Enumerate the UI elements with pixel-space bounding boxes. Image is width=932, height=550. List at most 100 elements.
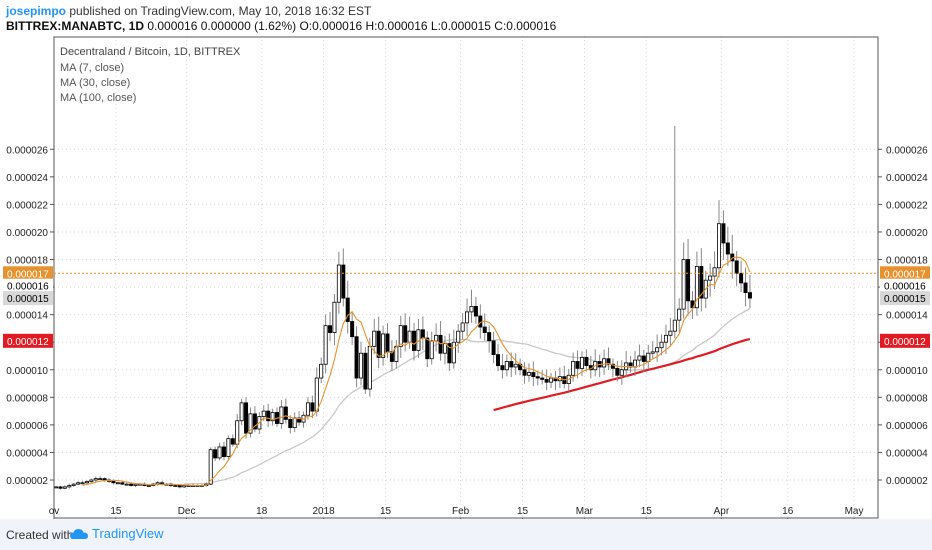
candle-up xyxy=(182,485,187,488)
candle-down xyxy=(297,417,302,423)
y-tick-label-right: 0.000020 xyxy=(886,228,928,239)
y-tick-label-right: 0.000018 xyxy=(886,256,928,267)
candle-down xyxy=(641,355,646,362)
candle-down xyxy=(491,340,496,356)
ma7-line-layer xyxy=(82,256,751,487)
candle-down xyxy=(345,297,350,322)
candle-up xyxy=(663,334,668,343)
candle-down xyxy=(615,367,620,376)
candles-layer xyxy=(54,125,752,490)
candle-down xyxy=(328,325,333,333)
candle-down xyxy=(341,264,346,299)
ohlc-values: 0.000016 0.000000 (1.62%) O:0.000016 H:0… xyxy=(147,19,557,33)
candle-up xyxy=(270,412,275,422)
price-badge-label: 0.000017 xyxy=(884,269,926,280)
publish-line: josepimpo published on TradingView.com, … xyxy=(6,4,371,18)
candle-down xyxy=(473,305,478,317)
candle-down xyxy=(686,259,691,302)
header-bar: josepimpo published on TradingView.com, … xyxy=(0,0,932,36)
candle-up xyxy=(279,406,284,424)
price-badge-right xyxy=(880,291,930,306)
x-tick-label: Apr xyxy=(714,506,730,517)
tradingview-cloud-icon xyxy=(70,528,88,539)
x-tick-label: 15 xyxy=(380,506,392,517)
price-badge-left xyxy=(3,333,53,348)
legend-ma100: MA (100, close) xyxy=(60,92,136,104)
candle-down xyxy=(129,483,134,486)
y-tick-label-left: 0.000024 xyxy=(6,173,48,184)
price-badge-right xyxy=(880,266,930,281)
x-tick-label: Mar xyxy=(576,506,594,517)
candle-up xyxy=(261,410,266,418)
price-badge-label: 0.000016 xyxy=(884,282,926,293)
legend-ma7: MA (7, close) xyxy=(60,62,124,74)
candle-up xyxy=(146,485,151,487)
candle-down xyxy=(310,402,315,412)
candle-up xyxy=(314,377,319,412)
candle-up xyxy=(681,259,686,310)
x-tick-label: 15 xyxy=(517,506,529,517)
x-tick-label: Feb xyxy=(452,506,470,517)
candle-down xyxy=(610,363,615,369)
candle-up xyxy=(239,402,244,422)
candle-down xyxy=(575,361,580,369)
candle-down xyxy=(221,446,226,457)
candle-down xyxy=(725,242,730,255)
y-tick-label-left: 0.000010 xyxy=(6,366,48,377)
candle-up xyxy=(323,325,328,365)
x-tick-label: Dec xyxy=(178,506,196,517)
y-tick-label-left: 0.000022 xyxy=(6,200,48,211)
candle-up xyxy=(358,352,363,379)
candle-down xyxy=(288,418,293,429)
price-badge-label: 0.000017 xyxy=(7,269,49,280)
candle-up xyxy=(115,482,120,485)
candle-down xyxy=(425,337,430,360)
candle-down xyxy=(385,333,390,353)
legend-ma30: MA (30, close) xyxy=(60,77,130,89)
candle-down xyxy=(58,486,63,489)
y-tick-label-right: 0.000004 xyxy=(886,448,928,459)
username-link[interactable]: josepimpo xyxy=(6,4,67,18)
symbol-line: BITTREX:MANABTC, 1D 0.000016 0.000000 (1… xyxy=(6,19,556,33)
chart-axes: 0.000002 0.000002 0.000004 0.000004 0.000006… xyxy=(6,36,928,519)
y-tick-label-left: 0.000002 xyxy=(6,476,48,487)
candle-up xyxy=(717,223,722,269)
y-tick-label-right: 0.000010 xyxy=(886,366,928,377)
candle-down xyxy=(283,406,288,420)
price-badge-right xyxy=(880,278,930,293)
candle-down xyxy=(230,438,235,445)
candle-up xyxy=(650,351,655,354)
created-with-label: Created with xyxy=(6,528,74,542)
candle-down xyxy=(522,369,527,376)
candle-down xyxy=(363,352,368,390)
published-text: published on TradingView.com, May 10, 20… xyxy=(69,4,372,18)
candle-up xyxy=(54,486,59,489)
candle-down xyxy=(540,377,545,380)
candle-down xyxy=(102,478,107,481)
candle-down xyxy=(266,410,271,422)
candle-up xyxy=(208,449,213,485)
candle-down xyxy=(376,330,381,358)
candle-up xyxy=(372,330,377,347)
candle-up xyxy=(98,478,103,481)
y-tick-label-right: 0.000006 xyxy=(886,421,928,432)
candle-down xyxy=(403,325,408,343)
candle-up xyxy=(292,417,297,429)
tradingview-link[interactable]: TradingView xyxy=(70,526,164,541)
price-chart[interactable]: 0.000002 0.000002 0.000004 0.000004 0.000006… xyxy=(0,36,932,519)
ma7-line xyxy=(82,256,751,487)
candle-up xyxy=(504,361,509,371)
candle-down xyxy=(447,343,452,364)
y-tick-label-right: 0.000002 xyxy=(886,476,928,487)
candle-up xyxy=(659,341,664,349)
candle-up xyxy=(381,333,386,358)
candle-up xyxy=(637,355,642,361)
candle-down xyxy=(606,358,611,365)
price-badge-label: 0.000015 xyxy=(884,294,926,305)
candle-down xyxy=(478,315,483,328)
candle-down xyxy=(111,480,116,484)
candle-down xyxy=(699,266,704,299)
candle-up xyxy=(76,482,81,485)
chart-grid xyxy=(53,36,878,519)
y-tick-label-right: 0.000008 xyxy=(886,393,928,404)
